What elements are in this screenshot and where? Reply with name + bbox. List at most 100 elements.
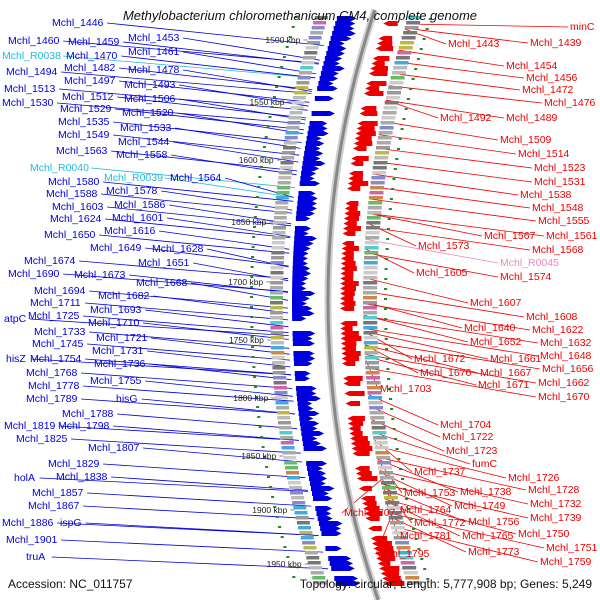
- forward-feature-bar: [308, 36, 322, 40]
- forward-gene-arrow: [302, 436, 318, 441]
- tick-label: 1850 kbp: [241, 451, 276, 461]
- forward-feature-bar: [270, 276, 284, 280]
- gene-label: Mchl_1482: [64, 62, 116, 74]
- forward-gene-arrow: [302, 161, 326, 166]
- forward-gene-arrow: [321, 531, 342, 536]
- forward-feature-bar: [304, 51, 318, 55]
- gc-content-dot: [253, 376, 257, 378]
- label-connector: [111, 476, 308, 491]
- gene-label: Mchl_1561: [546, 230, 598, 242]
- gc-skew-dot: [395, 158, 399, 160]
- label-connector: [121, 55, 316, 79]
- forward-feature-bar: [270, 331, 284, 335]
- forward-gene-arrow: [299, 181, 320, 186]
- label-connector: [62, 55, 316, 79]
- forward-gene-arrow: [292, 286, 307, 291]
- tick-label: 1950 kbp: [267, 559, 302, 569]
- label-connector: [389, 85, 543, 104]
- gene-label: Mchl_1795: [378, 548, 430, 560]
- gene-label: Mchl_1693: [90, 304, 142, 316]
- gc-skew-dot: [397, 458, 401, 460]
- forward-gene-arrow: [310, 486, 335, 491]
- gene-label: Mchl_1492: [440, 112, 492, 124]
- genome-backbone: [324, 8, 382, 600]
- reverse-feature-bar: [365, 361, 379, 365]
- forward-feature-bar: [304, 551, 318, 555]
- label-connector: [377, 456, 527, 491]
- forward-gene-arrow: [298, 406, 314, 411]
- reverse-gene-arrow: [352, 146, 367, 151]
- label-connector: [90, 167, 295, 188]
- forward-feature-bar: [279, 171, 293, 175]
- gc-content-dot: [250, 306, 253, 308]
- label-connector: [363, 303, 531, 331]
- forward-feature-bar: [274, 386, 287, 390]
- forward-feature-bar: [273, 376, 287, 380]
- label-connector: [149, 363, 292, 381]
- gene-label: Mchl_1514: [518, 148, 570, 160]
- reverse-gene-arrow: [350, 436, 368, 441]
- label-connector: [29, 318, 289, 336]
- reverse-feature-bar: [377, 136, 392, 140]
- gc-skew-dot: [387, 378, 391, 380]
- label-connector: [365, 252, 499, 278]
- reverse-feature-bar: [363, 286, 378, 290]
- gc-content-dot: [250, 286, 254, 288]
- forward-gene-arrow: [319, 76, 339, 81]
- gene-label: Mchl_1530: [2, 97, 54, 109]
- forward-gene-arrow: [298, 191, 316, 196]
- forward-feature-bar: [274, 391, 288, 395]
- forward-feature-bar: [282, 451, 296, 455]
- label-connector: [107, 206, 292, 227]
- forward-feature-bar: [306, 556, 320, 560]
- label-connector: [119, 80, 310, 103]
- reverse-gene-arrow: [379, 566, 400, 571]
- forward-feature-bar: [279, 431, 293, 435]
- forward-gene-arrow: [297, 196, 318, 201]
- forward-feature-bar: [292, 501, 306, 505]
- forward-gene-arrow: [330, 36, 352, 41]
- gene-label: Mchl_1648: [540, 350, 592, 362]
- gc-skew-dot: [406, 98, 410, 100]
- forward-feature-bar: [302, 541, 316, 545]
- label-connector: [364, 331, 489, 360]
- forward-gene-arrow: [302, 441, 321, 446]
- gene-label: Mchl_1676: [420, 367, 472, 379]
- forward-gene-arrow: [317, 516, 333, 521]
- reverse-feature-bar: [375, 151, 390, 155]
- reverse-gene-arrow: [347, 186, 361, 191]
- reverse-feature-bar: [396, 546, 411, 550]
- gene-label: Mchl_R0039: [104, 172, 163, 184]
- forward-feature-bar: [302, 56, 316, 60]
- gc-content-dot: [255, 396, 258, 398]
- forward-gene-arrow: [299, 416, 314, 421]
- gc-content-dot: [277, 76, 281, 78]
- reverse-feature-bar: [378, 131, 393, 135]
- forward-feature-bar: [276, 411, 290, 415]
- gene-label: Mchl_1732: [530, 498, 582, 510]
- gene-label: Mchl_1710: [88, 317, 140, 329]
- forward-gene-arrow: [334, 576, 359, 581]
- gene-label: truA: [26, 551, 45, 563]
- gc-content-dot: [286, 556, 290, 558]
- label-connector: [179, 84, 309, 107]
- label-connector: [31, 358, 292, 376]
- reverse-feature-bar: [363, 331, 378, 335]
- label-connector: [385, 99, 505, 119]
- reverse-feature-bar: [398, 46, 413, 50]
- reverse-gene-arrow: [341, 246, 359, 251]
- forward-gene-arrow: [306, 136, 322, 141]
- gc-content-dot: [292, 576, 296, 578]
- gc-content-dot: [260, 436, 264, 438]
- reverse-feature-bar: [365, 231, 380, 235]
- gene-label: hisG: [116, 393, 138, 405]
- gc-skew-dot: [414, 68, 418, 70]
- reverse-feature-bar: [366, 216, 381, 220]
- label-connector: [364, 277, 469, 304]
- forward-gene-arrow: [301, 166, 320, 171]
- reverse-gene-arrow: [371, 61, 385, 66]
- gc-content-dot: [267, 476, 270, 478]
- gc-skew-dot: [384, 328, 388, 330]
- gene-label: Mchl_1531: [534, 176, 586, 188]
